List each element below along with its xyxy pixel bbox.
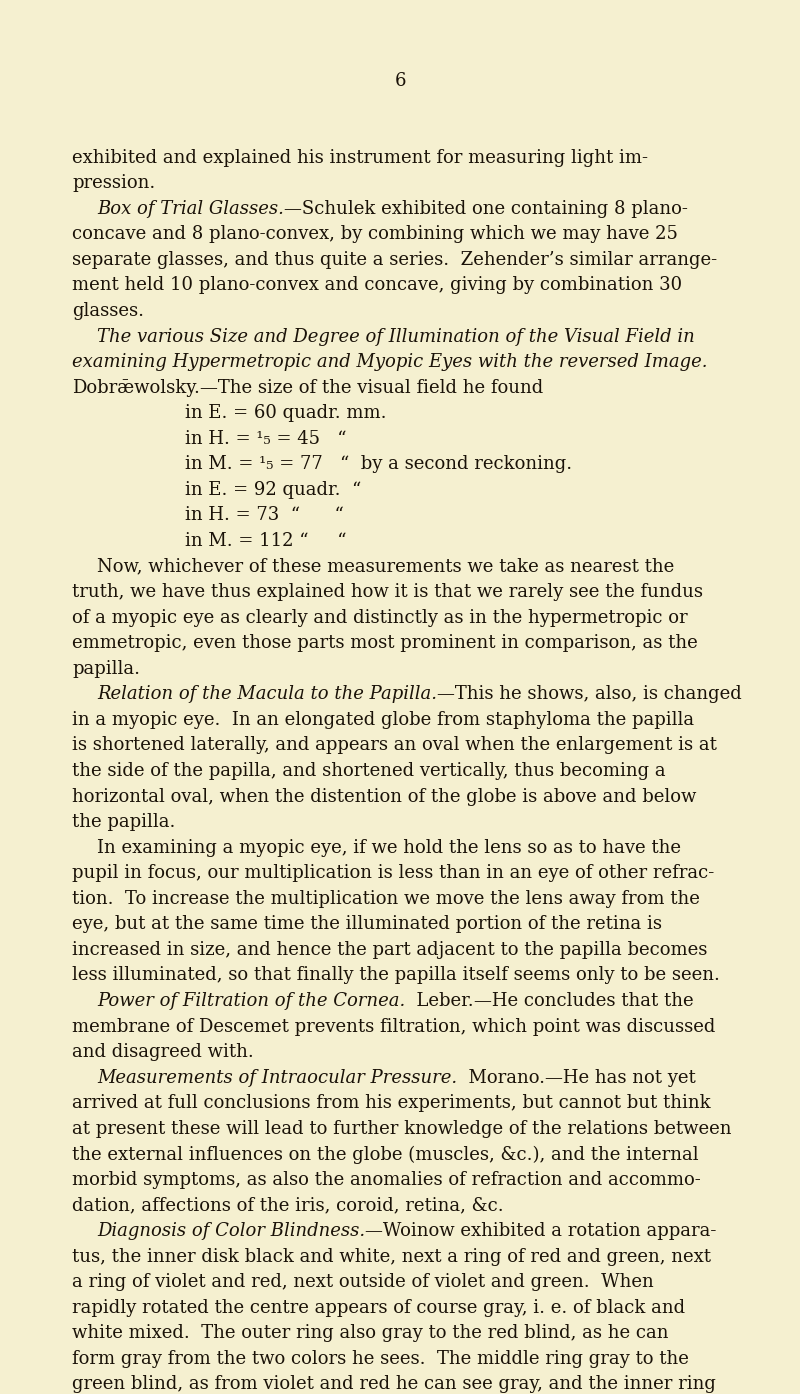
Text: in E. = 92 quadr.  “: in E. = 92 quadr. “: [185, 481, 362, 499]
Text: emmetropic, even those parts most prominent in comparison, as the: emmetropic, even those parts most promin…: [72, 634, 698, 652]
Text: Leber.: Leber.: [406, 993, 474, 1011]
Text: concave and 8 plano-convex, by combining which we may have 25: concave and 8 plano-convex, by combining…: [72, 226, 678, 244]
Text: of a myopic eye as clearly and distinctly as in the hypermetropic or: of a myopic eye as clearly and distinctl…: [72, 609, 688, 627]
Text: a ring of violet and red, next outside of violet and green.  When: a ring of violet and red, next outside o…: [72, 1273, 654, 1291]
Text: rapidly rotated the centre appears of course gray, i. e. of black and: rapidly rotated the centre appears of co…: [72, 1299, 685, 1317]
Text: white mixed.  The outer ring also gray to the red blind, as he can: white mixed. The outer ring also gray to…: [72, 1324, 669, 1342]
Text: Measurements of Intraocular Pressure.: Measurements of Intraocular Pressure.: [97, 1069, 457, 1087]
Text: papilla.: papilla.: [72, 659, 140, 677]
Text: ment held 10 plano-convex and concave, giving by combination 30: ment held 10 plano-convex and concave, g…: [72, 276, 682, 294]
Text: Diagnosis of Color Blindness.: Diagnosis of Color Blindness.: [97, 1223, 365, 1241]
Text: membrane of Descemet prevents filtration, which point was discussed: membrane of Descemet prevents filtration…: [72, 1018, 715, 1036]
Text: Power of Filtration of the Cornea.: Power of Filtration of the Cornea.: [97, 993, 406, 1011]
Text: form gray from the two colors he sees.  The middle ring gray to the: form gray from the two colors he sees. T…: [72, 1349, 689, 1368]
Text: truth, we have thus explained how it is that we rarely see the fundus: truth, we have thus explained how it is …: [72, 583, 703, 601]
Text: in M. = ¹₅ = 77   “  by a second reckoning.: in M. = ¹₅ = 77 “ by a second reckoning.: [185, 456, 572, 474]
Text: —He concludes that the: —He concludes that the: [474, 993, 694, 1011]
Text: is shortened laterally, and appears an oval when the enlargement is at: is shortened laterally, and appears an o…: [72, 736, 717, 754]
Text: —Schulek exhibited one containing 8 plano-: —Schulek exhibited one containing 8 plan…: [284, 199, 688, 217]
Text: In examining a myopic eye, if we hold the lens so as to have the: In examining a myopic eye, if we hold th…: [97, 839, 681, 857]
Text: glasses.: glasses.: [72, 302, 144, 321]
Text: in H. = ¹₅ = 45   “: in H. = ¹₅ = 45 “: [185, 429, 346, 447]
Text: Dobrǣwolsky.: Dobrǣwolsky.: [72, 379, 200, 397]
Text: morbid symptoms, as also the anomalies of refraction and accommo-: morbid symptoms, as also the anomalies o…: [72, 1171, 701, 1189]
Text: 6: 6: [394, 72, 406, 91]
Text: tus, the inner disk black and white, next a ring of red and green, next: tus, the inner disk black and white, nex…: [72, 1248, 711, 1266]
Text: and disagreed with.: and disagreed with.: [72, 1043, 254, 1061]
Text: dation, affections of the iris, coroid, retina, &c.: dation, affections of the iris, coroid, …: [72, 1196, 504, 1214]
Text: Relation of the Macula to the Papilla.: Relation of the Macula to the Papilla.: [97, 686, 437, 704]
Text: exhibited and explained his instrument for measuring light im-: exhibited and explained his instrument f…: [72, 149, 648, 167]
Text: —He has not yet: —He has not yet: [545, 1069, 696, 1087]
Text: in E. = 60 quadr. mm.: in E. = 60 quadr. mm.: [185, 404, 386, 422]
Text: arrived at full conclusions from his experiments, but cannot but think: arrived at full conclusions from his exp…: [72, 1094, 710, 1112]
Text: at present these will lead to further knowledge of the relations between: at present these will lead to further kn…: [72, 1119, 731, 1138]
Text: green blind, as from violet and red he can see gray, and the inner ring: green blind, as from violet and red he c…: [72, 1376, 716, 1394]
Text: the external influences on the globe (muscles, &c.), and the internal: the external influences on the globe (mu…: [72, 1146, 698, 1164]
Text: tion.  To increase the multiplication we move the lens away from the: tion. To increase the multiplication we …: [72, 889, 700, 907]
Text: pupil in focus, our multiplication is less than in an eye of other refrac-: pupil in focus, our multiplication is le…: [72, 864, 714, 882]
Text: Morano.: Morano.: [457, 1069, 545, 1087]
Text: horizontal oval, when the distention of the globe is above and below: horizontal oval, when the distention of …: [72, 788, 696, 806]
Text: the papilla.: the papilla.: [72, 813, 175, 831]
Text: —Woinow exhibited a rotation appara-: —Woinow exhibited a rotation appara-: [365, 1223, 717, 1241]
Text: in a myopic eye.  In an elongated globe from staphyloma the papilla: in a myopic eye. In an elongated globe f…: [72, 711, 694, 729]
Text: increased in size, and hence the part adjacent to the papilla becomes: increased in size, and hence the part ad…: [72, 941, 707, 959]
Text: —The size of the visual field he found: —The size of the visual field he found: [200, 379, 543, 397]
Text: in H. = 73  “      “: in H. = 73 “ “: [185, 506, 344, 524]
Text: the side of the papilla, and shortened vertically, thus becoming a: the side of the papilla, and shortened v…: [72, 763, 666, 781]
Text: pression.: pression.: [72, 174, 155, 192]
Text: less illuminated, so that finally the papilla itself seems only to be seen.: less illuminated, so that finally the pa…: [72, 966, 720, 984]
Text: examining Hypermetropic and Myopic Eyes with the reversed Image.: examining Hypermetropic and Myopic Eyes …: [72, 353, 707, 371]
Text: —This he shows, also, is changed: —This he shows, also, is changed: [437, 686, 742, 704]
Text: eye, but at the same time the illuminated portion of the retina is: eye, but at the same time the illuminate…: [72, 916, 662, 934]
Text: Box of Trial Glasses.: Box of Trial Glasses.: [97, 199, 284, 217]
Text: The various Size and Degree of Illumination of the Visual Field in: The various Size and Degree of Illuminat…: [97, 328, 694, 346]
Text: in M. = 112 “     “: in M. = 112 “ “: [185, 533, 346, 551]
Text: separate glasses, and thus quite a series.  Zehender’s similar arrange-: separate glasses, and thus quite a serie…: [72, 251, 717, 269]
Text: Now, whichever of these measurements we take as nearest the: Now, whichever of these measurements we …: [97, 558, 674, 576]
